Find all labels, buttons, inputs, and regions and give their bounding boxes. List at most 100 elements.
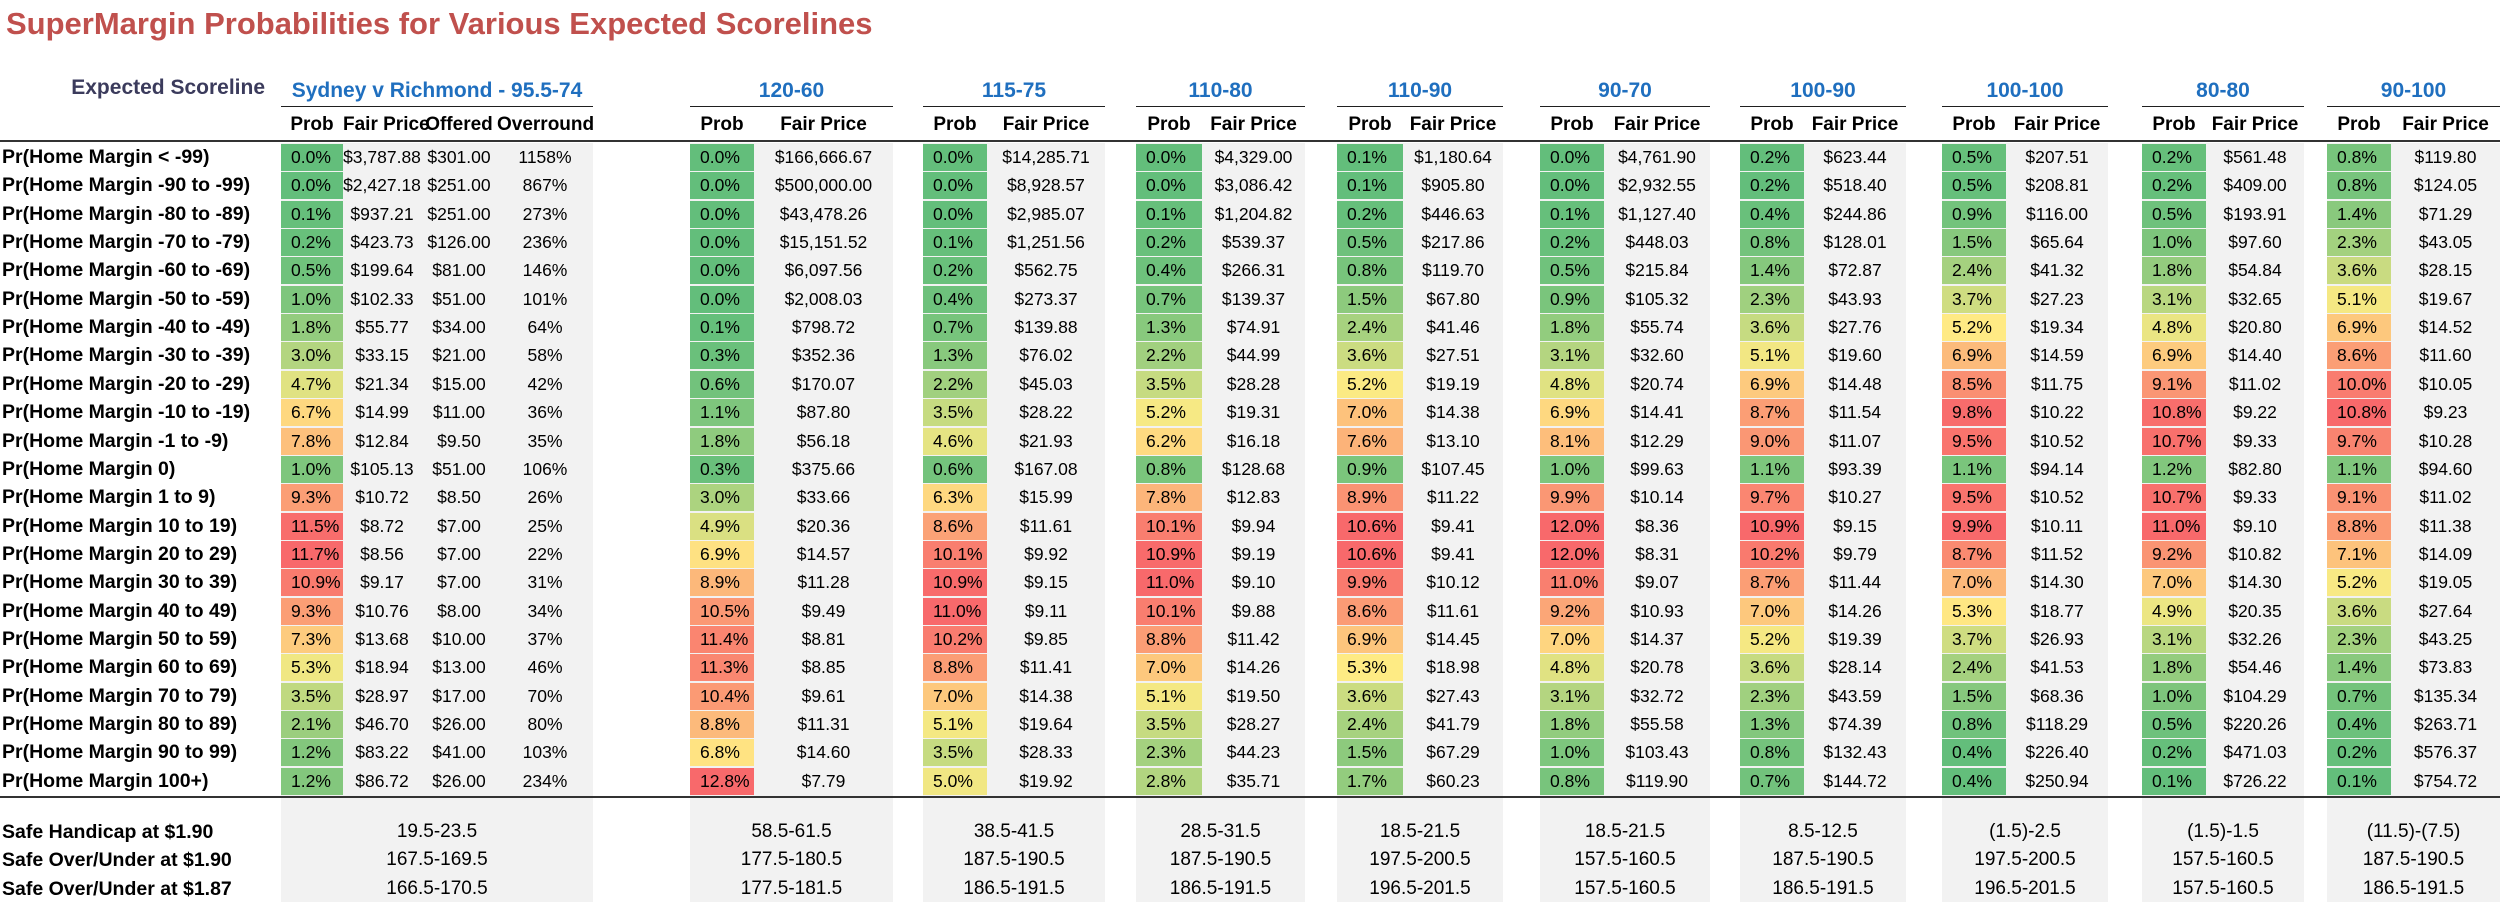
fair-cell: $14.38 — [1019, 685, 1073, 706]
fair-cell: $83.22 — [355, 742, 409, 763]
prob-cell: 2.1% — [281, 711, 343, 738]
footer-value: 18.5-21.5 — [1584, 821, 1666, 842]
prob-cell: 0.7% — [2327, 682, 2391, 710]
fair-cell: $11.52 — [2030, 543, 2084, 564]
column-header-overround: Overround — [497, 114, 595, 135]
fair-cell: $67.29 — [1426, 742, 1480, 763]
fair-cell: $8.56 — [360, 543, 404, 564]
offered-cell: $26.00 — [432, 714, 486, 734]
row-label: Pr(Home Margin 70 to 79) — [2, 684, 238, 707]
fair-cell: $7.79 — [801, 770, 846, 791]
fair-cell: $73.83 — [2418, 657, 2473, 678]
prob-cell: 5.1% — [923, 711, 987, 738]
prob-cell: 8.6% — [1337, 597, 1403, 625]
column-header-fair: Fair Price — [2211, 114, 2299, 135]
fair-cell: $19.67 — [2418, 288, 2473, 309]
fair-cell: $1,127.40 — [1618, 203, 1696, 224]
fair-cell: $43.59 — [1828, 685, 1882, 706]
prob-cell: 0.1% — [281, 200, 343, 228]
fair-cell: $170.07 — [791, 373, 856, 394]
column-header-offered: Offered — [425, 114, 493, 135]
prob-cell: 3.6% — [1337, 682, 1403, 710]
fair-cell: $446.63 — [1421, 203, 1485, 224]
prob-cell: 3.5% — [923, 399, 987, 427]
fair-cell: $448.03 — [1625, 232, 1689, 253]
fair-cell: $9.94 — [1231, 515, 1276, 536]
prob-cell: 10.2% — [1740, 540, 1804, 568]
prob-cell: 3.1% — [2142, 625, 2206, 653]
prob-cell: 0.0% — [690, 172, 754, 200]
fair-cell: $60.23 — [1426, 770, 1480, 791]
row-label: Pr(Home Margin 30 to 39) — [2, 571, 238, 594]
overround-cell: 42% — [527, 373, 563, 394]
fair-cell: $46.70 — [355, 714, 409, 734]
fair-cell: $14.09 — [2418, 543, 2473, 564]
overround-cell: 867% — [522, 175, 568, 196]
footer-value: 187.5-190.5 — [2362, 849, 2465, 871]
fair-cell: $14.38 — [1426, 402, 1480, 423]
prob-cell: 9.9% — [1337, 569, 1403, 597]
fair-cell: $409.00 — [2223, 175, 2287, 196]
overround-cell: 37% — [527, 628, 563, 649]
fair-cell: $94.60 — [2418, 458, 2473, 479]
fair-cell: $9.10 — [2233, 515, 2277, 536]
prob-cell: 0.0% — [281, 144, 343, 171]
prob-cell: 12.8% — [690, 767, 754, 795]
overround-cell: 58% — [527, 345, 563, 366]
fair-cell: $208.81 — [2025, 175, 2089, 196]
prob-cell: 1.1% — [1740, 455, 1804, 483]
fair-cell: $14.40 — [2228, 345, 2282, 366]
overround-cell: 146% — [522, 260, 568, 281]
prob-cell: 3.7% — [1942, 625, 2006, 653]
column-header-fair: Fair Price — [2013, 114, 2101, 135]
column-header-fair: Fair Price — [1811, 114, 1899, 135]
prob-cell: 5.1% — [2327, 285, 2391, 313]
prob-cell: 9.2% — [1540, 597, 1604, 625]
fair-cell: $423.73 — [350, 232, 414, 253]
prob-cell: 12.0% — [1540, 540, 1604, 568]
prob-cell: 0.4% — [1942, 739, 2006, 767]
fair-cell: $9.33 — [2233, 430, 2277, 451]
prob-cell: 10.2% — [923, 625, 987, 653]
prob-cell: 1.5% — [1337, 739, 1403, 767]
prob-cell: 2.8% — [1136, 767, 1202, 795]
fair-cell: $352.36 — [791, 345, 856, 366]
fair-cell: $20.74 — [1630, 373, 1684, 394]
fair-cell: $13.10 — [1426, 430, 1480, 451]
prob-cell: 3.1% — [1540, 342, 1604, 370]
fair-cell: $14.37 — [1630, 628, 1684, 649]
offered-cell: $9.50 — [437, 430, 481, 451]
fair-cell: $576.37 — [2413, 742, 2478, 763]
prob-cell: 0.0% — [690, 285, 754, 313]
footer-value: 196.5-201.5 — [1369, 877, 1471, 899]
prob-cell: 9.2% — [2142, 540, 2206, 568]
fair-cell: $28.27 — [1226, 714, 1281, 734]
footer-value: 187.5-190.5 — [1169, 849, 1272, 871]
fair-cell: $9.15 — [1024, 572, 1068, 593]
prob-cell: 2.4% — [1337, 711, 1403, 738]
overround-cell: 70% — [527, 685, 563, 706]
footer-value: 197.5-200.5 — [1369, 849, 1471, 871]
prob-cell: 1.3% — [923, 342, 987, 370]
overround-cell: 106% — [522, 458, 568, 479]
fair-cell: $14.99 — [355, 402, 409, 423]
fair-cell: $20.36 — [796, 515, 851, 536]
prob-cell: 11.3% — [690, 654, 754, 682]
fair-cell: $19.64 — [1019, 714, 1073, 734]
fair-cell: $12.29 — [1630, 430, 1684, 451]
fair-cell: $375.66 — [791, 458, 856, 479]
overround-cell: 31% — [527, 572, 563, 593]
footer-value: 8.5-12.5 — [1788, 821, 1858, 842]
fair-cell: $18.98 — [1426, 657, 1480, 678]
prob-cell: 7.3% — [281, 625, 343, 653]
row-label: Pr(Home Margin 1 to 9) — [2, 486, 216, 509]
fair-cell: $32.26 — [2228, 628, 2282, 649]
offered-cell: $7.00 — [437, 515, 481, 536]
fair-cell: $97.60 — [2228, 232, 2282, 253]
scenario-title: 100-90 — [1740, 76, 1906, 107]
fair-cell: $20.35 — [2228, 600, 2282, 621]
column-header-fair: Fair Price — [1409, 114, 1497, 135]
prob-cell: 12.0% — [1540, 512, 1604, 540]
footer-value: 196.5-201.5 — [1974, 877, 2076, 899]
overround-cell: 34% — [527, 600, 563, 621]
